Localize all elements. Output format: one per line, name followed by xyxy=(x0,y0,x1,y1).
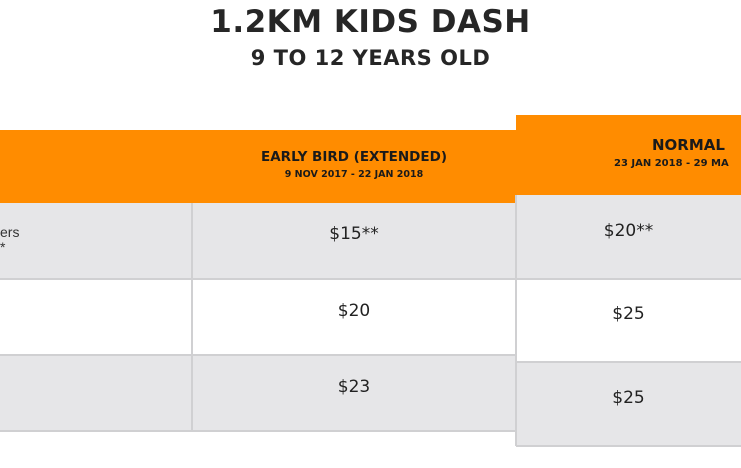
page-subtitle: 9 TO 12 YEARS OLD xyxy=(250,46,491,70)
row-1-early-bird-cell: $15** xyxy=(192,203,516,279)
page-title: 1.2KM KIDS DASH xyxy=(210,4,531,40)
row-2-early-bird-cell: $20 xyxy=(192,279,516,355)
row-2-category-cell xyxy=(0,279,192,355)
row-divider xyxy=(0,430,516,432)
row-1-early-bird-price: $15** xyxy=(329,224,379,244)
row-divider xyxy=(516,361,741,363)
row-2-early-bird-price: $20 xyxy=(337,301,371,321)
row-divider xyxy=(516,278,741,280)
row-1-label-line2: * xyxy=(0,239,6,255)
row-divider xyxy=(516,445,741,447)
header-category-column xyxy=(0,130,192,203)
header-early-bird: EARLY BIRD (EXTENDED) 9 NOV 2017 - 22 JA… xyxy=(192,130,516,203)
normal-dates: 23 JAN 2018 - 29 MA xyxy=(614,158,729,169)
early-bird-label: EARLY BIRD (EXTENDED) xyxy=(261,149,447,165)
row-1-normal-price: $20** xyxy=(603,221,654,241)
row-3-normal-cell: $25 xyxy=(516,362,741,446)
column-divider xyxy=(515,195,517,446)
row-1-normal-cell: $20** xyxy=(516,195,741,279)
row-3-early-bird-cell: $23 xyxy=(192,355,516,431)
row-2-normal-cell: $25 xyxy=(516,279,741,362)
column-divider xyxy=(191,203,193,431)
row-3-category-cell xyxy=(0,355,192,431)
header-normal: NORMAL 23 JAN 2018 - 29 MA xyxy=(516,115,741,195)
row-1-label-line1: ers xyxy=(0,224,20,240)
row-3-normal-price: $25 xyxy=(612,388,645,408)
row-3-early-bird-price: $23 xyxy=(337,377,371,397)
normal-label: NORMAL xyxy=(652,136,725,154)
row-divider xyxy=(0,278,516,280)
row-divider xyxy=(0,354,516,356)
row-2-normal-price: $25 xyxy=(612,304,645,324)
early-bird-dates: 9 NOV 2017 - 22 JAN 2018 xyxy=(284,169,424,180)
row-1-category-cell: ers * xyxy=(0,203,192,279)
